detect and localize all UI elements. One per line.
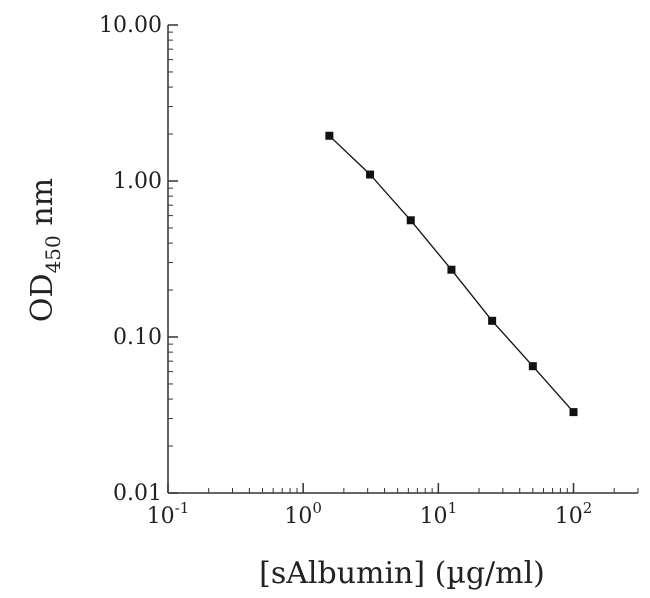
x-ticks: 10-1 100 101 102 [147, 483, 639, 529]
data-point [488, 316, 497, 325]
y-axis-title-main: OD [25, 273, 60, 322]
y-axis-title-unit: nm [25, 178, 60, 235]
x-tick-label: 100 [284, 499, 322, 529]
axes [167, 25, 638, 494]
y-tick-label: 1.00 [113, 169, 162, 194]
data-point [366, 170, 375, 179]
x-axis-title: [sAlbumin] (µg/ml) [259, 556, 545, 591]
y-tick-label: 10.00 [99, 13, 162, 38]
series-layer [325, 131, 578, 417]
data-point [569, 408, 578, 417]
y-tick-label: 0.01 [113, 481, 162, 506]
data-point [325, 131, 334, 140]
y-tick-label: 0.10 [113, 325, 162, 350]
y-axis-title: OD450 nm [25, 178, 65, 322]
data-point [447, 265, 456, 274]
y-axis-title-subscript: 450 [41, 235, 65, 273]
x-tick-label: 101 [420, 499, 458, 529]
y-ticks: 0.01 0.10 1.00 10.00 [99, 13, 178, 506]
x-tick-label: 10-1 [147, 499, 190, 529]
data-point [406, 216, 415, 225]
x-tick-label: 102 [555, 499, 593, 529]
data-point [528, 362, 537, 371]
series-line [328, 135, 574, 413]
